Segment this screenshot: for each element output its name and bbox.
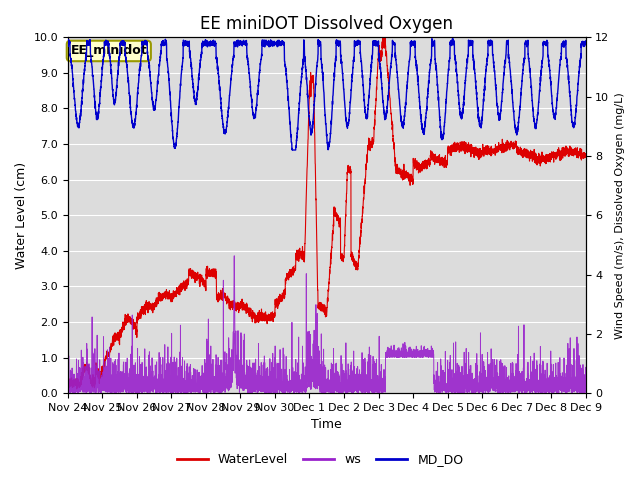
X-axis label: Time: Time [312,419,342,432]
Legend: WaterLevel, ws, MD_DO: WaterLevel, ws, MD_DO [172,448,468,471]
Y-axis label: Water Level (cm): Water Level (cm) [15,162,28,269]
Y-axis label: Wind Speed (m/s), Dissolved Oxygen (mg/L): Wind Speed (m/s), Dissolved Oxygen (mg/L… [615,92,625,338]
Text: EE_minidot: EE_minidot [70,45,147,58]
Title: EE miniDOT Dissolved Oxygen: EE miniDOT Dissolved Oxygen [200,15,453,33]
